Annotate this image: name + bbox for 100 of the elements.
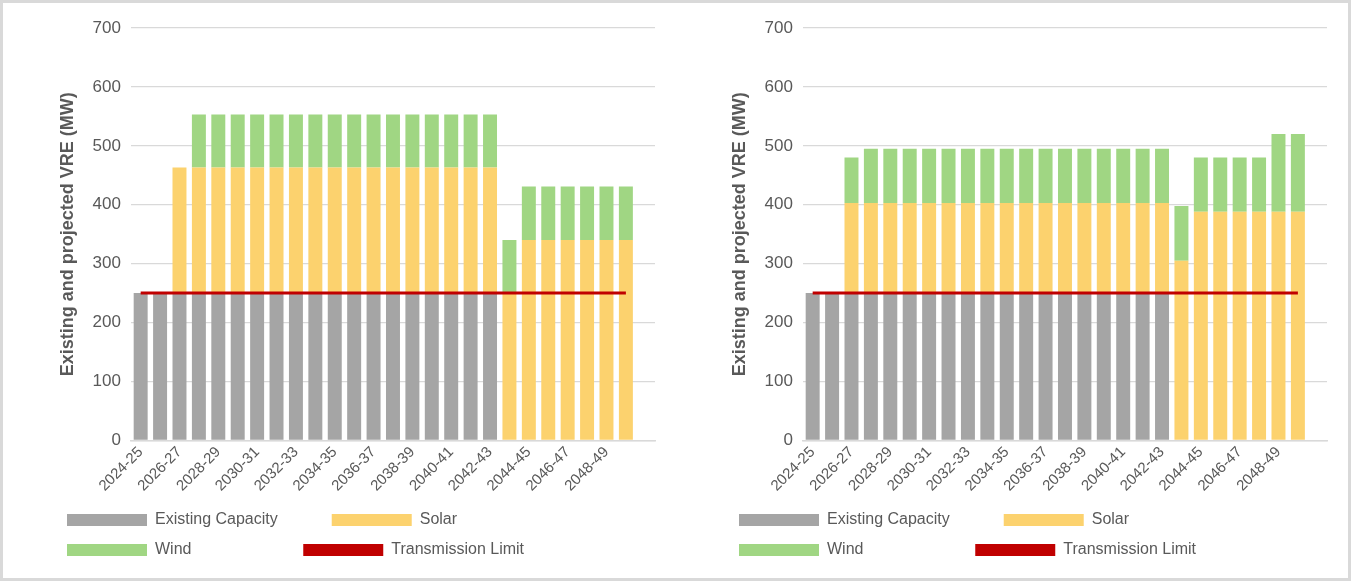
y-tick-label: 300 xyxy=(764,253,793,273)
legend-label: Wind xyxy=(827,540,962,558)
bar xyxy=(1019,293,1034,440)
bar xyxy=(327,167,342,294)
bar xyxy=(980,293,995,440)
y-tick-label: 500 xyxy=(92,135,121,155)
bar xyxy=(1077,293,1092,440)
bar xyxy=(502,293,517,440)
legend-label: Existing Capacity xyxy=(827,510,990,528)
bar xyxy=(386,167,400,294)
bar xyxy=(883,293,898,440)
bar xyxy=(386,114,400,168)
bar xyxy=(405,167,420,294)
y-axis-title: Existing and projected VRE (MW) xyxy=(728,92,749,377)
bar xyxy=(902,148,917,203)
bar xyxy=(288,293,303,440)
bar xyxy=(153,293,168,440)
bar xyxy=(580,240,595,440)
bar xyxy=(211,114,226,168)
bar xyxy=(1213,211,1228,440)
y-tick-label: 200 xyxy=(92,312,121,332)
legend-label: Solar xyxy=(419,510,551,528)
bar xyxy=(883,202,898,294)
bar xyxy=(1213,157,1228,212)
bar xyxy=(366,293,381,440)
bar xyxy=(541,186,556,241)
bar xyxy=(560,240,575,440)
bar xyxy=(1135,293,1150,440)
bar xyxy=(883,148,898,203)
bar xyxy=(386,293,400,440)
bar xyxy=(1038,202,1053,294)
bar xyxy=(1135,202,1150,294)
bar xyxy=(1038,148,1053,203)
bar xyxy=(521,186,536,241)
bar xyxy=(1096,148,1111,203)
bar xyxy=(308,293,323,440)
bar xyxy=(424,167,439,294)
bar xyxy=(1193,211,1208,440)
bar xyxy=(1193,157,1208,212)
bar xyxy=(250,114,265,168)
y-tick-label: 700 xyxy=(764,17,793,37)
legend-label: Transmission Limit xyxy=(1063,540,1232,558)
bar xyxy=(483,167,498,294)
bar xyxy=(863,293,878,440)
bar xyxy=(1271,211,1286,440)
y-tick-label: 0 xyxy=(111,430,121,450)
bar xyxy=(288,114,303,168)
bar xyxy=(1116,202,1131,294)
bar xyxy=(980,148,995,203)
bar xyxy=(560,186,575,241)
bar xyxy=(1038,293,1053,440)
bar xyxy=(424,293,439,440)
bar xyxy=(1155,148,1170,203)
bar xyxy=(618,186,633,241)
bar xyxy=(1271,134,1286,212)
bar xyxy=(541,240,556,440)
bar xyxy=(599,240,614,440)
bar xyxy=(230,167,245,294)
bar xyxy=(191,293,206,440)
y-tick-label: 0 xyxy=(783,430,793,450)
bar xyxy=(1057,293,1072,440)
bar xyxy=(463,167,478,294)
bar xyxy=(902,202,917,294)
bar xyxy=(347,167,362,294)
bar xyxy=(1057,202,1072,294)
bar xyxy=(444,167,459,294)
bar xyxy=(922,202,937,294)
bar xyxy=(1290,211,1305,440)
bar xyxy=(863,202,878,294)
y-tick-label: 400 xyxy=(92,194,121,214)
bar xyxy=(1252,157,1267,212)
bar xyxy=(521,240,536,440)
bar xyxy=(172,167,187,294)
bar xyxy=(825,293,840,440)
bar xyxy=(1155,293,1170,440)
y-tick-label: 600 xyxy=(764,76,793,96)
bar xyxy=(502,240,517,294)
bar xyxy=(1174,260,1189,440)
bar xyxy=(366,114,381,168)
y-tick-label: 100 xyxy=(764,371,793,391)
bar xyxy=(844,157,859,203)
bar xyxy=(1252,211,1267,440)
bar xyxy=(405,114,420,168)
y-tick-label: 600 xyxy=(92,76,121,96)
bar xyxy=(999,148,1014,203)
bar xyxy=(863,148,878,203)
bar xyxy=(960,148,975,203)
legend-label: Wind xyxy=(155,540,290,558)
legend-label: Solar xyxy=(1091,510,1223,528)
bar xyxy=(211,167,226,294)
y-tick-label: 500 xyxy=(764,135,793,155)
bar xyxy=(308,167,323,294)
bar xyxy=(1019,202,1034,294)
bar xyxy=(599,186,614,241)
bar xyxy=(327,293,342,440)
y-tick-label: 300 xyxy=(92,253,121,273)
y-tick-label: 200 xyxy=(764,312,793,332)
bar xyxy=(424,114,439,168)
bar xyxy=(960,293,975,440)
bar xyxy=(347,293,362,440)
